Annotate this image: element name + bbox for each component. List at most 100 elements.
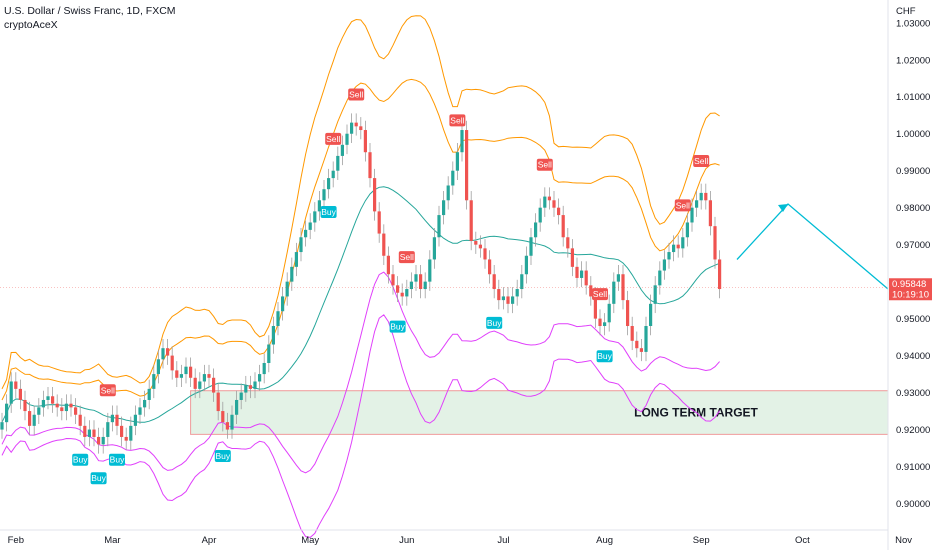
time-tick-label: Sep — [693, 535, 710, 546]
sell-signal: Sell — [536, 158, 553, 171]
signal-label: Sell — [326, 134, 340, 144]
candle-body — [83, 425, 87, 437]
candle-body — [483, 248, 487, 260]
candles — [0, 113, 722, 454]
candle-body — [239, 392, 243, 400]
candle-body — [368, 152, 372, 179]
candle-body — [248, 385, 252, 389]
time-tick-label: Mar — [104, 535, 120, 546]
chart-title: U.S. Dollar / Swiss Franc, 1D, FXCM — [4, 5, 176, 17]
signal-badge — [214, 450, 231, 463]
target-zone: LONG TERM TARGET — [190, 390, 889, 435]
candle-body — [336, 155, 340, 171]
price-tick-label: 0.92000 — [896, 425, 930, 436]
candle-body — [713, 226, 717, 260]
signal-label: Sell — [676, 200, 690, 210]
candle-body — [501, 296, 505, 301]
buy-signal: Buy — [320, 205, 337, 218]
candle-body — [377, 211, 381, 234]
candle-body — [607, 303, 611, 323]
candle-body — [55, 403, 59, 408]
candle-body — [391, 274, 395, 286]
candle-body — [313, 211, 317, 223]
currency-label: CHF — [896, 6, 916, 17]
candle-body — [258, 374, 262, 382]
candle-body — [644, 326, 648, 352]
signal-label: Buy — [110, 455, 125, 465]
candle-body — [681, 237, 685, 249]
signal-badge — [674, 199, 691, 212]
candle-body — [143, 399, 147, 408]
candle-body — [202, 374, 206, 382]
candle-body — [708, 200, 712, 227]
candle-body — [603, 322, 607, 327]
candle-body — [520, 274, 524, 290]
candle-body — [14, 381, 18, 389]
candle-body — [432, 237, 436, 260]
candle-body — [488, 259, 492, 275]
signal-label: Buy — [487, 318, 502, 328]
buy-signal: Buy — [389, 320, 406, 333]
time-tick-label: Jun — [399, 535, 414, 546]
candle-body — [340, 144, 344, 156]
candle-body — [676, 244, 680, 249]
candle-body — [506, 296, 510, 304]
candle-body — [18, 388, 22, 400]
last-price-value: 0.95848 — [892, 279, 926, 290]
sell-signal: Sell — [398, 251, 415, 264]
price-tick-label: 0.90000 — [896, 499, 930, 510]
price-tick-label: 1.02000 — [896, 55, 930, 66]
candle-body — [589, 285, 593, 297]
price-tick-label: 1.01000 — [896, 92, 930, 103]
sell-signal: Sell — [348, 88, 365, 101]
sell-signal: Sell — [449, 114, 466, 127]
candle-body — [534, 222, 538, 238]
sell-signal: Sell — [99, 384, 116, 397]
time-tick-label: Apr — [202, 535, 217, 546]
candle-body — [175, 370, 179, 378]
candle-body — [87, 429, 91, 437]
forecast-arrow — [736, 203, 889, 290]
candle-body — [120, 425, 124, 437]
signal-badge — [596, 350, 613, 363]
candle-body — [138, 407, 142, 415]
candle-body — [511, 296, 515, 304]
candle-body — [446, 185, 450, 201]
candle-body — [396, 285, 400, 293]
candle-body — [570, 248, 574, 267]
price-tick-label: 0.99000 — [896, 166, 930, 177]
candle-body — [212, 377, 216, 393]
signal-label: Buy — [91, 473, 106, 483]
candle-body — [345, 133, 349, 145]
candle-body — [423, 281, 427, 290]
candle-body — [575, 266, 579, 278]
price-tick-label: 0.98000 — [896, 203, 930, 214]
candle-body — [639, 348, 643, 352]
candle-body — [253, 381, 257, 389]
time-tick-label: May — [301, 535, 319, 546]
candle-body — [704, 192, 708, 201]
candle-body — [649, 303, 653, 327]
price-axis[interactable] — [888, 0, 932, 550]
candle-body — [294, 252, 298, 267]
signal-badge — [72, 453, 89, 466]
candle-body — [662, 259, 666, 271]
candle-body — [97, 436, 101, 445]
price-tick-label: 0.94000 — [896, 351, 930, 362]
candle-body — [386, 255, 390, 275]
candle-body — [593, 296, 597, 319]
signal-badge — [99, 384, 116, 397]
candle-body — [106, 422, 110, 437]
inner-upper-band — [1, 78, 720, 401]
price-tick-label: 0.95000 — [896, 314, 930, 325]
candle-body — [543, 196, 547, 208]
candle-body — [276, 311, 280, 327]
candle-body — [23, 399, 27, 412]
candle-body — [189, 366, 193, 378]
candle-body — [304, 229, 308, 238]
signal-label: Sell — [400, 252, 414, 262]
candle-body — [630, 326, 634, 341]
sell-signal: Sell — [592, 288, 608, 301]
